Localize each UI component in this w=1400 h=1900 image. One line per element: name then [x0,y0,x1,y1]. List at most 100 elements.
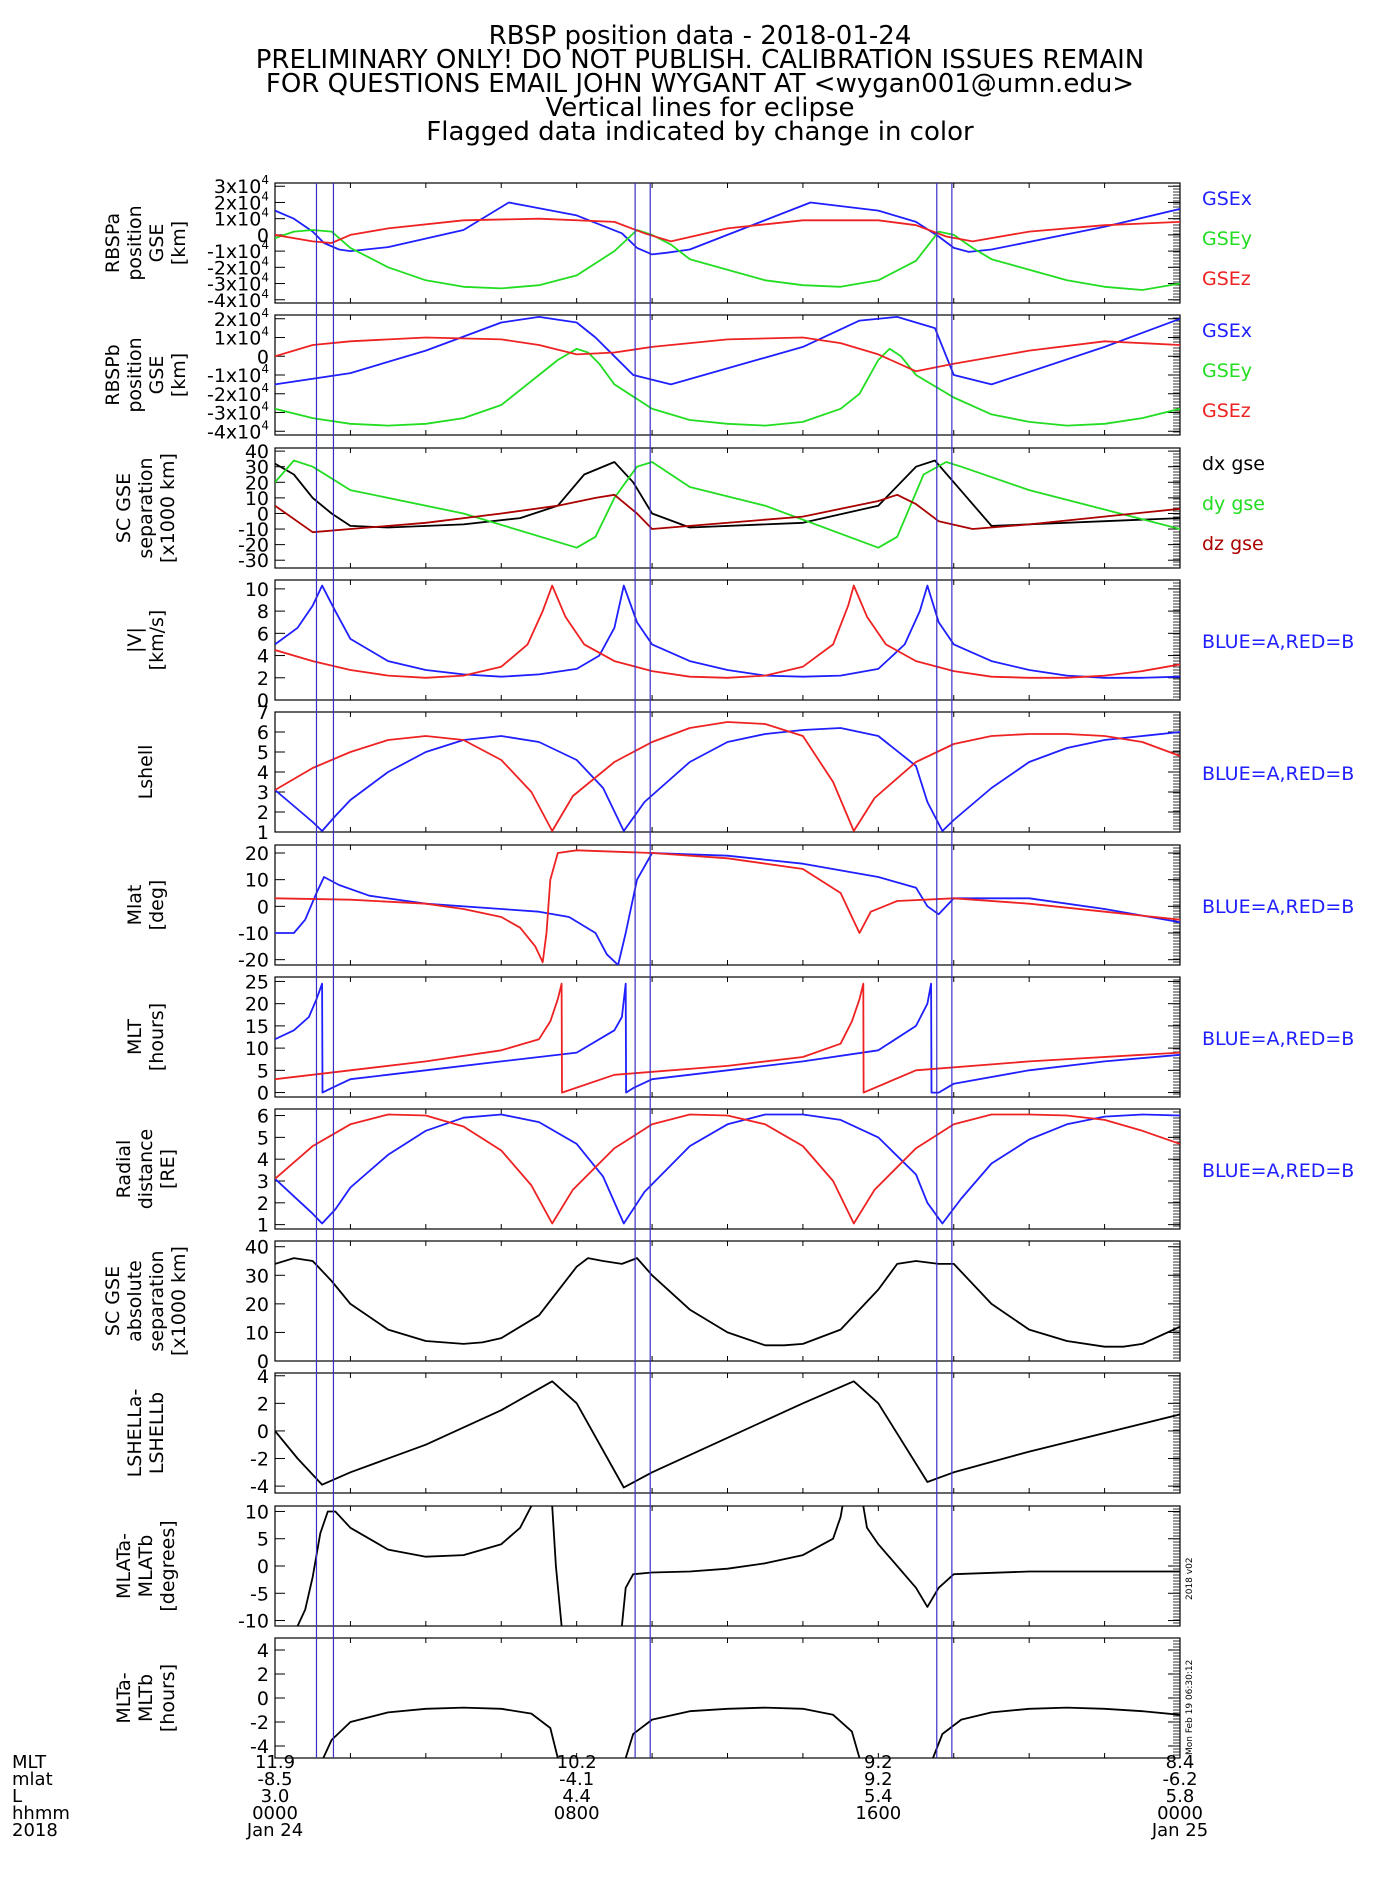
y-tick-label: 20 [245,994,269,1016]
chart-title: RBSP position data - 2018-01-24 [488,21,912,51]
panel-dmlat: 10 5 0 -5 -10 MLATa- MLATb [degrees] [113,1501,1181,1633]
y-tick-label: 30 [245,457,269,479]
series-line-trace-2 [621,1506,844,1626]
y-axis-label: GSE [146,356,168,395]
y-axis-label: GSE [146,224,168,263]
footer-cell: 3.0 [261,1786,290,1807]
panel-frame [274,182,1181,304]
y-tick-label: -30 [238,550,269,572]
y-tick-label: 3 [257,1171,269,1193]
series-line-b [275,1113,1180,1225]
legend-entry: GSEz [1202,400,1251,422]
panel-dmlt: 420-2-4 MLTa- MLTb [hours] [113,1637,1181,1759]
y-tick-label: 2 [257,668,269,690]
y-tick-label: 5 [257,1529,269,1551]
y-tick-label: 8 [257,601,269,623]
series-line-b [275,584,1180,679]
footer-cell: -6.2 [1162,1769,1197,1790]
y-axis-label: MLT [124,1019,146,1055]
y-axis-label: RBSPb [102,344,124,405]
y-tick-label: -4 [250,1736,269,1758]
y-tick-label: 2x104 [214,306,269,331]
y-tick-label: 10 [245,1322,269,1344]
footer-cell: 0000 [252,1803,298,1824]
footer-cell: 9.2 [864,1769,893,1790]
y-tick-label: -2 [250,1712,269,1734]
panel-frame [274,976,1181,1098]
panel-frame [274,1240,1181,1362]
footer-row-label: hhmm [12,1803,70,1824]
y-tick-label: 0 [257,1083,269,1105]
y-tick-label: -1x104 [207,238,269,263]
y-tick-label: 10 [245,579,269,601]
side-stamp: 2018 v02 Mon Feb 19 06:30:12 [1185,1557,1195,1755]
y-tick-label: -20 [238,535,269,557]
y-tick-label: 4 [257,762,269,784]
y-tick-label: 3x104 [214,173,269,198]
y-tick-label: -3x104 [207,271,269,296]
y-axis-label: absolute [124,1260,146,1342]
y-tick-label: -5 [250,1583,269,1605]
y-tick-label: 6 [257,722,269,744]
y-axis-label: MLATa- [113,1533,135,1599]
series-line-trace-1 [624,1706,861,1758]
y-tick-label: -2 [250,1449,269,1471]
series-line-gsey [275,347,1180,427]
series-line-trace-1 [551,1506,563,1626]
y-tick-label: -2x104 [207,254,269,279]
series-line-dy-gse [275,459,1180,549]
y-tick-label: 10 [245,488,269,510]
footer-cell: 1600 [855,1803,901,1824]
panel-frame [274,711,1181,833]
footer-row-label: mlat [12,1769,53,1790]
y-axis-label: Mlat [124,885,146,926]
y-tick-label: -2x104 [207,381,269,406]
y-axis-label: |V| [124,627,146,653]
y-tick-label: -10 [238,1611,269,1633]
y-tick-label: 0 [257,346,269,368]
footer-cell: 4.4 [562,1786,591,1807]
panel-abssep: 40 30 20 10 0 SC GSE absolute separation [x1000 … [102,1237,1181,1373]
legend-entry: dz gse [1202,533,1264,555]
y-tick-label: 10 [245,1038,269,1060]
y-tick-label: 20 [245,1294,269,1316]
y-tick-label: 4 [257,1149,269,1171]
contact-line: FOR QUESTIONS EMAIL JOHN WYGANT AT <wyga… [265,69,1135,99]
series-line-trace-0 [275,1380,1180,1489]
y-axis-label: position [124,205,146,280]
y-tick-label: 40 [245,441,269,463]
y-tick-label: 2 [257,1193,269,1215]
y-tick-label: 2 [257,1393,269,1415]
y-tick-label: 2 [257,802,269,824]
y-axis-label: SC GSE [113,473,135,543]
footer-cell: 8.4 [1166,1752,1195,1773]
y-tick-label: 1 [257,1215,269,1237]
legend-entry: BLUE=A,RED=B [1202,896,1354,918]
footer-cell: 10.2 [557,1752,597,1773]
y-axis-label: MLTa- [113,1672,135,1723]
series-line-b [275,982,1180,1094]
panel-frame [274,1372,1181,1494]
y-tick-label: -4x104 [207,418,269,443]
y-tick-label: 20 [245,843,269,865]
series-line-a [275,852,1180,965]
y-axis-label: [RE] [157,1149,179,1189]
panel-mlat: 20 10 0 -10 -20 Mlat [deg] BLUE=A,RED=B [124,843,1354,972]
legend-entry: BLUE=A,RED=B [1202,1160,1354,1182]
footer-cell: -8.5 [257,1769,292,1790]
y-axis-label: position [124,337,146,412]
y-tick-label: 4 [257,1366,269,1388]
y-axis-label: separation [135,457,157,558]
y-tick-label: 0 [257,503,269,525]
panel-frame [274,447,1181,569]
y-axis-label: [km] [168,353,190,397]
y-tick-label: 1x104 [214,325,269,350]
y-tick-label: 0 [257,1421,269,1443]
series-line-gsey [275,229,1180,291]
version-stamp: 2018 v02 [1185,1557,1195,1600]
y-tick-label: 40 [245,1237,269,1259]
y-axis-label: LSHELLa- [124,1389,146,1478]
